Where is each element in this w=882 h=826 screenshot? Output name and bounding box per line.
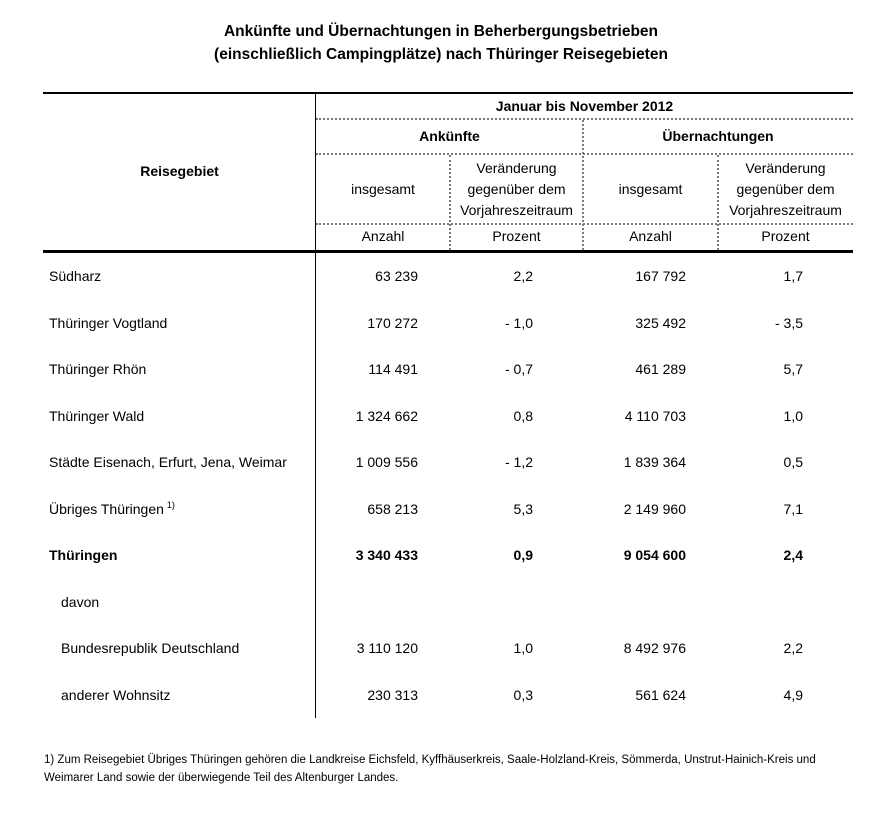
header-period: Januar bis November 2012 — [495, 97, 674, 114]
page-title: Ankünfte und Übernachtungen in Beherberg… — [0, 21, 882, 66]
row-label-cell: davon — [61, 593, 100, 610]
row-label-cell: Städte Eisenach, Erfurt, Jena, Weimar — [49, 454, 287, 471]
header-arrivals-change: Veränderung gegenüber dem Vorjahreszeitr… — [460, 159, 573, 218]
arrivals-count-cell: 230 313 — [367, 686, 418, 703]
arrivals-change-cell: 1,0 — [513, 640, 533, 657]
overnights-count-cell: 8 492 976 — [623, 640, 686, 657]
arrivals-count-cell: 63 239 — [375, 268, 418, 285]
arrivals-change-cell: 0,3 — [513, 686, 533, 703]
table-row: Übriges Thüringen 1) 658 213 5,3 2 149 96… — [43, 486, 853, 533]
table-row: anderer Wohnsitz 230 313 0,3 561 624 4,9 — [43, 672, 853, 719]
row-label-cell: Südharz — [49, 268, 102, 285]
overnights-change-cell: 1,0 — [783, 407, 803, 424]
arrivals-change-cell: - 0,7 — [504, 361, 533, 378]
overnights-change-cell: 1,7 — [783, 268, 803, 285]
arrivals-change-cell: 5,3 — [513, 500, 533, 517]
row-label-cell: Bundesrepublik Deutschland — [61, 640, 240, 657]
footnote: 1) Zum Reisegebiet Übriges Thüringen geh… — [44, 752, 844, 787]
overnights-change-cell: 2,4 — [783, 547, 803, 564]
arrivals-count-cell: 1 009 556 — [355, 454, 418, 471]
header-arrivals-total: insgesamt — [351, 180, 415, 197]
header-arrivals-group: Ankünfte — [419, 128, 480, 144]
overnights-count-cell: 9 054 600 — [623, 547, 686, 564]
overnights-count-cell: 1 839 364 — [623, 454, 686, 471]
footnote-line2: Weimarer Land sowie der überwiegende Tei… — [44, 771, 399, 784]
arrivals-change-cell: 0,9 — [513, 547, 533, 564]
statistics-table: Reisegebiet Januar bis November 2012 Ank… — [43, 92, 853, 718]
footnote-reference-marker: 1) — [166, 500, 175, 511]
page-title-line2: (einschließlich Campingplätze) nach Thür… — [214, 45, 668, 63]
arrivals-count-cell: 3 110 120 — [356, 640, 418, 657]
arrivals-subdivider — [449, 155, 451, 250]
arrivals-count-cell: 170 272 — [367, 314, 418, 331]
header-bottom-border — [43, 250, 853, 253]
overnights-change-cell: 5,7 — [783, 361, 803, 378]
overnights-count-cell: 461 289 — [635, 361, 686, 378]
table-row: Thüringer Vogtland 170 272 - 1,0 325 492… — [43, 300, 853, 347]
arrivals-change-cell: - 1,2 — [504, 454, 533, 471]
arrivals-count-cell: 1 324 662 — [355, 407, 418, 424]
arrivals-change-cell: - 1,0 — [504, 314, 533, 331]
table-row: davon — [43, 579, 853, 626]
overnights-change-cell: 0,5 — [783, 454, 803, 471]
table-row: Städte Eisenach, Erfurt, Jena, Weimar 1 … — [43, 439, 853, 486]
first-column-divider — [315, 92, 316, 718]
table-row: Thüringer Rhön 114 491 - 0,7 461 289 5,7 — [43, 346, 853, 393]
arrivals-count-cell: 114 491 — [368, 361, 418, 378]
row-label-cell: Thüringer Wald — [49, 407, 145, 424]
table-row: Bundesrepublik Deutschland 3 110 120 1,0… — [43, 625, 853, 672]
header-rule-under-subheads — [316, 223, 853, 225]
overnights-count-cell: 2 149 960 — [623, 500, 686, 517]
header-overnights-count-unit: Anzahl — [629, 228, 672, 244]
group-divider — [582, 120, 584, 250]
page-title-line1: Ankünfte und Übernachtungen in Beherberg… — [223, 23, 659, 40]
header-rule-under-period — [316, 118, 853, 120]
overnights-count-cell: 4 110 703 — [624, 407, 686, 424]
row-label-cell: Übriges Thüringen 1) — [43, 500, 316, 517]
header-overnights-change: Veränderung gegenüber dem Vorjahreszeitr… — [729, 159, 842, 218]
header-overnights-percent-unit: Prozent — [761, 228, 810, 244]
header-arrivals-count-unit: Anzahl — [361, 228, 405, 244]
row-label-cell: Thüringer Rhön — [49, 361, 147, 378]
row-label-cell: Thüringen — [49, 547, 118, 564]
header-reisegebiet: Reisegebiet — [140, 162, 219, 179]
table-body: Südharz 63 239 2,2 167 792 1,7 Thüringer… — [43, 253, 853, 718]
footnote-line1: 1) Zum Reisegebiet Übriges Thüringen geh… — [44, 754, 816, 766]
overnights-change-cell: - 3,5 — [774, 314, 803, 331]
header-overnights-total: insgesamt — [618, 180, 683, 197]
table-row: Thüringer Wald 1 324 662 0,8 4 110 703 1… — [43, 393, 853, 440]
row-label-cell: anderer Wohnsitz — [61, 686, 171, 703]
arrivals-count-cell: 658 213 — [367, 500, 418, 517]
row-label-text: Übriges Thüringen — [49, 501, 164, 518]
table-top-border — [43, 92, 853, 94]
header-arrivals-percent-unit: Prozent — [492, 228, 541, 244]
arrivals-change-cell: 2,2 — [513, 268, 533, 285]
overnights-count-cell: 325 492 — [635, 314, 686, 331]
header-overnights-group: Übernachtungen — [662, 128, 774, 144]
header-rule-under-groups — [316, 153, 853, 155]
overnights-count-cell: 561 624 — [635, 686, 686, 703]
table-row-total: Thüringen 3 340 433 0,9 9 054 600 2,4 — [43, 532, 853, 579]
overnights-change-cell: 2,2 — [783, 640, 803, 657]
row-label-cell: Thüringer Vogtland — [49, 314, 168, 331]
arrivals-count-cell: 3 340 433 — [355, 547, 418, 564]
overnights-change-cell: 7,1 — [783, 500, 803, 517]
arrivals-change-cell: 0,8 — [513, 407, 533, 424]
overnights-count-cell: 167 792 — [635, 268, 686, 285]
overnights-change-cell: 4,9 — [783, 686, 803, 703]
table-row: Südharz 63 239 2,2 167 792 1,7 — [43, 253, 853, 300]
overnights-subdivider — [717, 155, 719, 250]
